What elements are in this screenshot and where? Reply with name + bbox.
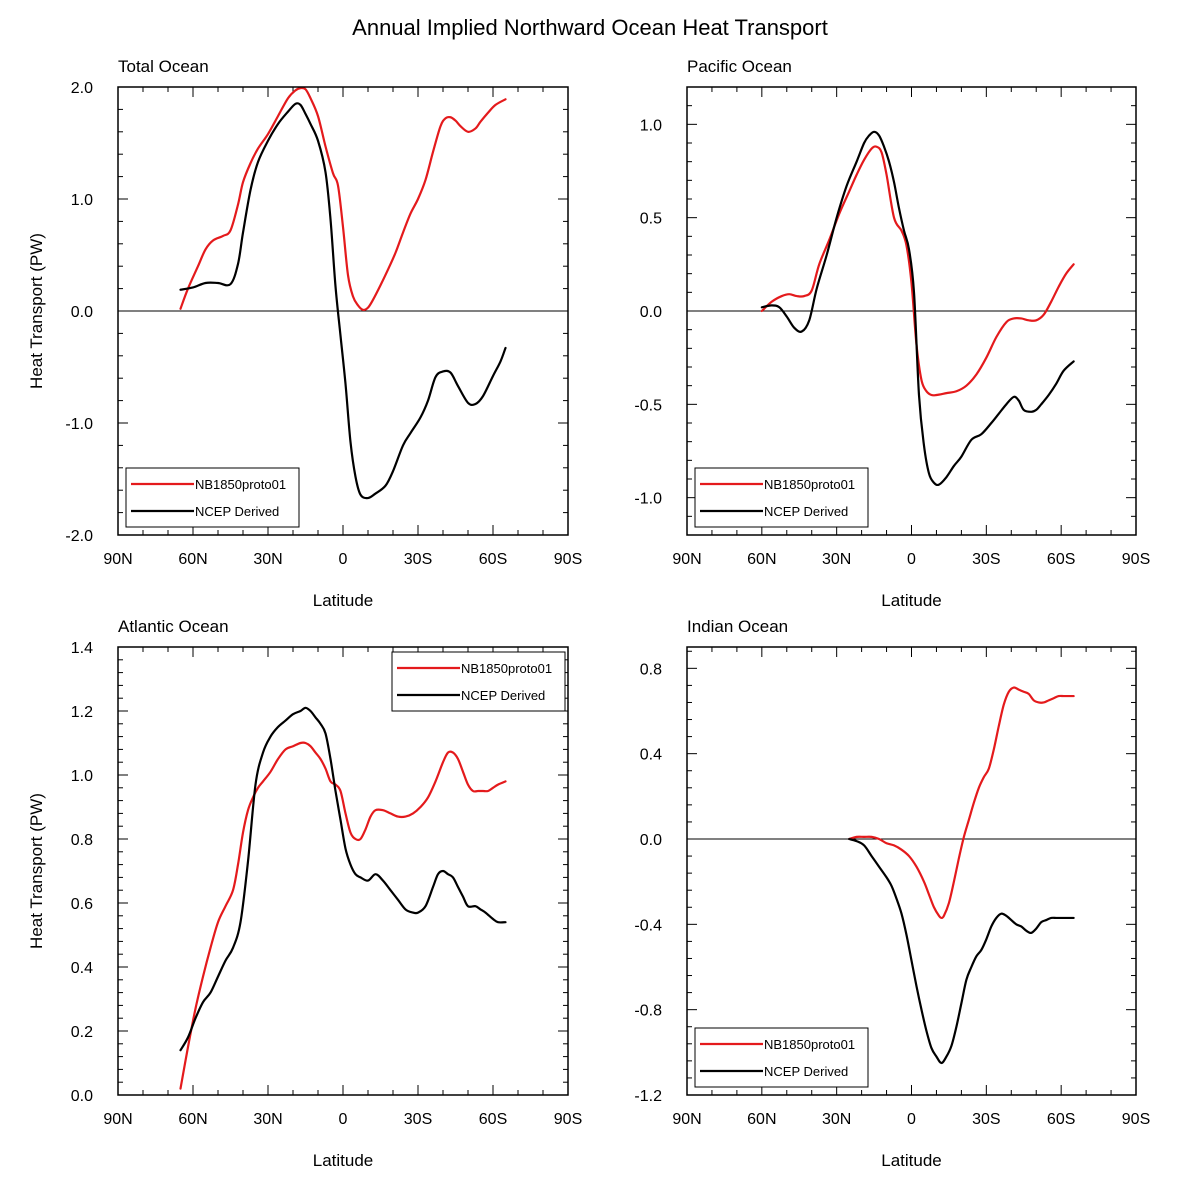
y-tick-label: -1.2 — [634, 1088, 662, 1105]
y-tick-label: 0.0 — [71, 1088, 93, 1105]
series-line-model — [848, 686, 1075, 920]
y-tick-label: 0.4 — [71, 960, 93, 977]
y-tick-label: 1.0 — [640, 117, 662, 134]
y-tick-label: 1.0 — [71, 192, 93, 209]
x-tick-label: 60N — [178, 551, 207, 568]
series-line-model — [179, 741, 507, 1090]
legend-label: NCEP Derived — [764, 504, 848, 519]
y-tick-label: 1.4 — [71, 640, 93, 657]
y-tick-label: 1.2 — [71, 704, 93, 721]
legend-label: NCEP Derived — [461, 688, 545, 703]
x-tick-label: 90S — [1122, 1111, 1150, 1128]
panel-title: Indian Ocean — [687, 617, 788, 636]
series-line-ncep — [848, 837, 1075, 1065]
panel-atlantic-ocean: Atlantic Ocean 90N 60N 30N 0 30S 60S 90S 0.0 0.2 0… — [27, 617, 582, 1170]
y-tick-label: 0.5 — [640, 211, 662, 228]
y-axis-label: Heat Transport (PW) — [27, 793, 46, 949]
x-axis-label: Latitude — [313, 591, 374, 610]
x-tick-label: 60N — [747, 1111, 776, 1128]
x-tick-label: 60N — [178, 1111, 207, 1128]
legend: NB1850proto01 NCEP Derived — [694, 1027, 869, 1088]
x-tick-label: 90N — [103, 551, 132, 568]
x-tick-label: 90S — [1122, 551, 1150, 568]
legend: NB1850proto01 NCEP Derived — [125, 467, 300, 528]
x-tick-label: 90N — [103, 1111, 132, 1128]
legend: NB1850proto01 NCEP Derived — [694, 467, 869, 528]
panel-pacific-ocean: Pacific Ocean 90N 60N 30N 0 30S 60S 90S -1.0 -0.5… — [634, 57, 1150, 610]
x-tick-label: 0 — [339, 1111, 348, 1128]
plot-frame — [686, 646, 1137, 1096]
legend-label: NCEP Derived — [764, 1064, 848, 1079]
x-tick-label: 90S — [554, 551, 582, 568]
series-line-model — [179, 86, 507, 312]
legend-box — [125, 467, 300, 528]
x-tick-label: 30S — [404, 1111, 432, 1128]
panel-total-ocean: Total Ocean 90N 60N 30N 0 30S 60S 90S -2.0 -1.0 0.… — [27, 57, 582, 610]
legend-box — [694, 1027, 869, 1088]
x-tick-label: 60N — [747, 551, 776, 568]
legend-label: NB1850proto01 — [764, 477, 855, 492]
y-tick-label: 2.0 — [71, 80, 93, 97]
x-tick-label: 30S — [972, 551, 1000, 568]
y-tick-label: -2.0 — [65, 528, 93, 545]
series-line-ncep — [179, 706, 507, 1052]
y-tick-label: 0.0 — [640, 304, 662, 321]
y-tick-label: 0.8 — [640, 661, 662, 678]
x-tick-label: 90N — [672, 551, 701, 568]
y-tick-label: 0.0 — [71, 304, 93, 321]
x-tick-label: 0 — [907, 551, 916, 568]
legend-label: NB1850proto01 — [195, 477, 286, 492]
y-tick-label: -0.8 — [634, 1003, 662, 1020]
y-tick-label: 0.2 — [71, 1024, 93, 1041]
y-tick-label: 0.0 — [640, 832, 662, 849]
x-tick-label: 60S — [1047, 1111, 1075, 1128]
legend-label: NCEP Derived — [195, 504, 279, 519]
x-tick-label: 60S — [1047, 551, 1075, 568]
legend-box — [391, 651, 566, 712]
x-tick-label: 90N — [672, 1111, 701, 1128]
panel-title: Atlantic Ocean — [118, 617, 229, 636]
x-tick-label: 60S — [479, 1111, 507, 1128]
x-axis-label: Latitude — [881, 1151, 942, 1170]
legend-label: NB1850proto01 — [764, 1037, 855, 1052]
x-tick-label: 30S — [972, 1111, 1000, 1128]
x-axis-label: Latitude — [313, 1151, 374, 1170]
y-tick-label: 1.0 — [71, 768, 93, 785]
x-tick-label: 0 — [339, 551, 348, 568]
y-tick-label: -0.5 — [634, 397, 662, 414]
x-tick-label: 30S — [404, 551, 432, 568]
y-tick-label: 0.8 — [71, 832, 93, 849]
plot-frame — [117, 646, 569, 1096]
legend: NB1850proto01 NCEP Derived — [391, 651, 566, 712]
panel-indian-ocean: Indian Ocean 90N 60N 30N 0 30S 60S 90S -1.2 -0.8 -… — [634, 617, 1150, 1170]
x-axis-label: Latitude — [881, 591, 942, 610]
x-tick-label: 30N — [822, 1111, 851, 1128]
x-tick-label: 90S — [554, 1111, 582, 1128]
y-tick-label: -1.0 — [634, 491, 662, 508]
legend-box — [694, 467, 869, 528]
x-tick-label: 0 — [907, 1111, 916, 1128]
figure-title: Annual Implied Northward Ocean Heat Tran… — [352, 15, 828, 40]
plot-frame — [686, 86, 1137, 536]
y-tick-label: -0.4 — [634, 917, 662, 934]
x-tick-label: 30N — [253, 1111, 282, 1128]
panel-title: Total Ocean — [118, 57, 209, 76]
y-tick-label: 0.6 — [71, 896, 93, 913]
y-tick-label: -1.0 — [65, 416, 93, 433]
y-tick-label: 0.4 — [640, 747, 662, 764]
plot-frame — [117, 86, 569, 536]
series-line-ncep — [760, 130, 1075, 487]
x-tick-label: 60S — [479, 551, 507, 568]
series-line-model — [760, 145, 1075, 397]
y-axis-label: Heat Transport (PW) — [27, 233, 46, 389]
legend-label: NB1850proto01 — [461, 661, 552, 676]
panel-title: Pacific Ocean — [687, 57, 792, 76]
series-line-ncep — [179, 102, 507, 500]
x-tick-label: 30N — [822, 551, 851, 568]
x-tick-label: 30N — [253, 551, 282, 568]
